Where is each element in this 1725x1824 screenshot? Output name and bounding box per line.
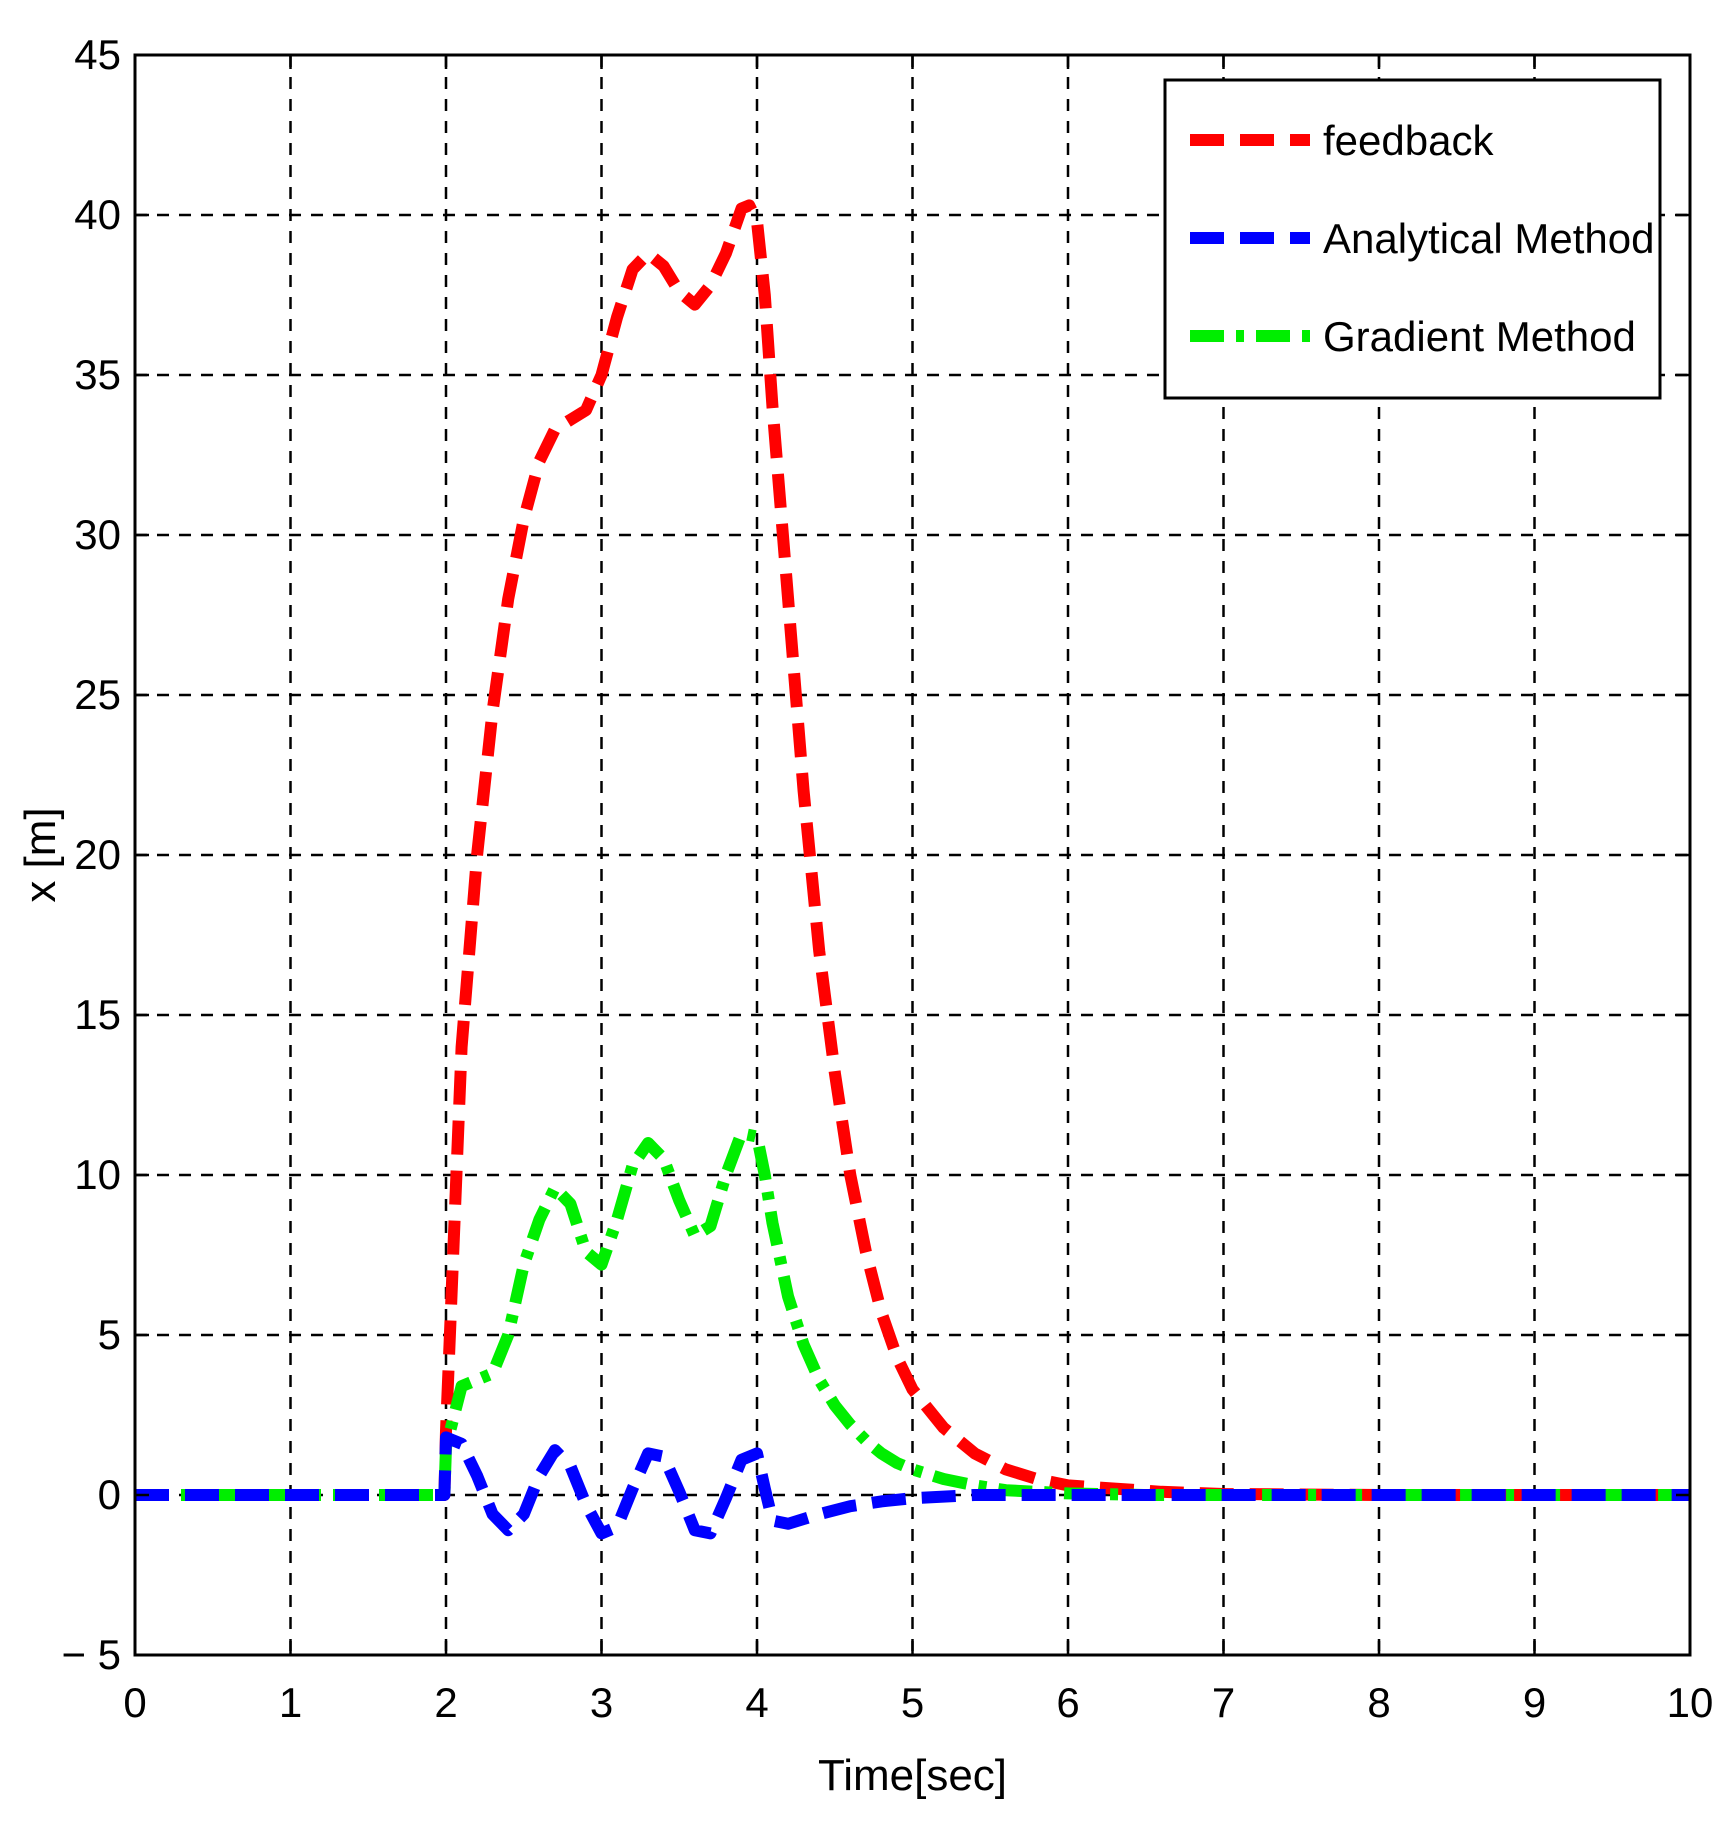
- y-tick-label-4: 15: [74, 991, 121, 1038]
- x-tick-label-9: 9: [1523, 1679, 1546, 1726]
- legend-label-1: Analytical Method: [1323, 215, 1655, 262]
- x-tick-label-0: 0: [123, 1679, 146, 1726]
- y-axis-label: x [m]: [16, 807, 65, 902]
- x-tick-label-7: 7: [1212, 1679, 1235, 1726]
- y-tick-label-8: 35: [74, 351, 121, 398]
- x-tick-label-10: 10: [1667, 1679, 1714, 1726]
- y-tick-label-3: 10: [74, 1151, 121, 1198]
- x-tick-label-8: 8: [1367, 1679, 1390, 1726]
- x-tick-label-5: 5: [901, 1679, 924, 1726]
- series-line-gradient-method: [135, 1127, 1690, 1501]
- legend-label-2: Gradient Method: [1323, 313, 1636, 360]
- x-tick-label-2: 2: [434, 1679, 457, 1726]
- legend: feedback Analytical Method Gradient Method: [1163, 78, 1662, 400]
- y-tick-label-2: 5: [98, 1311, 121, 1358]
- series-line-feedback: [135, 199, 1690, 1501]
- y-tick-label-6: 25: [74, 671, 121, 718]
- x-tick-label-6: 6: [1056, 1679, 1079, 1726]
- x-tick-labels: 0 1 2 3 4 5 6 7 8 9 10: [123, 1679, 1713, 1726]
- y-tick-labels: − 5 0 5 10 15 20 25 30 35 40 45: [61, 31, 121, 1678]
- series-line-analytical-method: [135, 1431, 1690, 1540]
- series-layer: [135, 199, 1690, 1540]
- y-tick-label-9: 40: [74, 191, 121, 238]
- legend-label-0: feedback: [1323, 117, 1494, 164]
- x-tick-label-3: 3: [590, 1679, 613, 1726]
- y-tick-label-0: − 5: [61, 1631, 121, 1678]
- x-tick-label-4: 4: [745, 1679, 768, 1726]
- y-tick-label-5: 20: [74, 831, 121, 878]
- y-tick-label-7: 30: [74, 511, 121, 558]
- y-tick-label-10: 45: [74, 31, 121, 78]
- x-axis-label: Time[sec]: [818, 1751, 1007, 1800]
- ticks: [133, 53, 1692, 1657]
- y-tick-label-1: 0: [98, 1471, 121, 1518]
- x-tick-label-1: 1: [279, 1679, 302, 1726]
